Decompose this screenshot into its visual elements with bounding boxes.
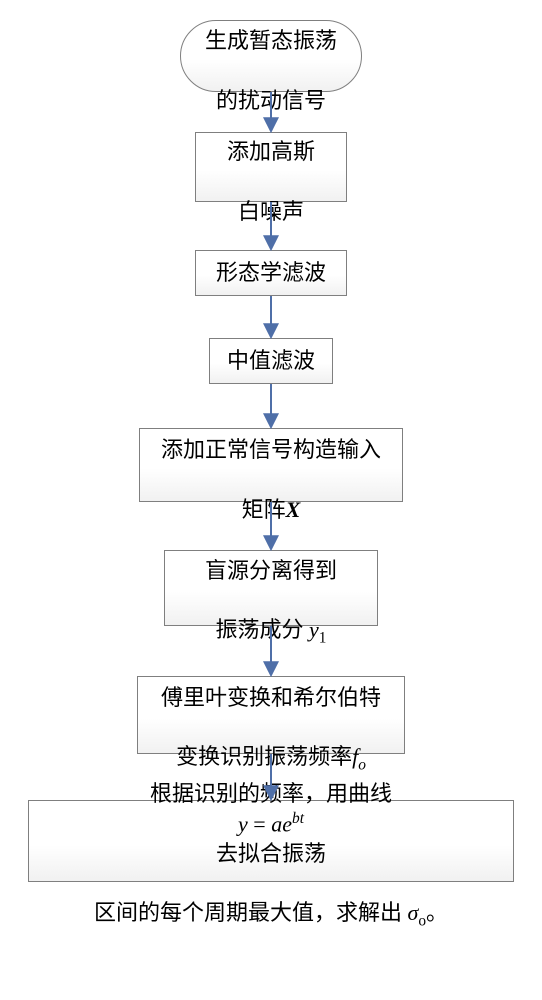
node-fit-seg-a: 根据识别的频率，用曲线 bbox=[150, 781, 392, 806]
node-fit-eq-e: e bbox=[282, 811, 292, 836]
node-fit-eq-a: a bbox=[271, 811, 282, 836]
node-fft-line1: 傅里叶变换和希尔伯特 bbox=[161, 685, 381, 710]
flowchart-stage: 生成暂态振荡 的扰动信号 添加高斯 白噪声 形态学滤波 中值滤波 添加正常信号构… bbox=[0, 0, 542, 1000]
node-bss-sub: 1 bbox=[319, 630, 327, 647]
node-construct-x-symbol: X bbox=[286, 497, 301, 522]
node-fit-seg-b: 去拟合振荡 bbox=[216, 841, 326, 866]
node-fit-eq-eqs: = bbox=[248, 811, 271, 836]
node-add-noise-line2: 白噪声 bbox=[238, 199, 304, 224]
node-start-line1: 生成暂态振荡 bbox=[205, 28, 337, 53]
node-fit-eq-b: b bbox=[292, 810, 300, 827]
node-fit-sigma: 根据识别的频率，用曲线 y = aebt 去拟合振荡 区间的每个周期最大值，求解… bbox=[28, 800, 514, 882]
node-median-filter-label: 中值滤波 bbox=[227, 346, 315, 376]
node-construct-x: 添加正常信号构造输入 矩阵X bbox=[139, 428, 403, 502]
node-median-filter: 中值滤波 bbox=[209, 338, 333, 384]
node-morph-filter-label: 形态学滤波 bbox=[216, 258, 326, 288]
node-fit-eq-t: t bbox=[300, 810, 304, 827]
node-fit-sigma-sub: o bbox=[418, 913, 426, 930]
node-fit-period: 。 bbox=[426, 900, 448, 925]
node-add-noise: 添加高斯 白噪声 bbox=[195, 132, 347, 202]
node-construct-x-line1: 添加正常信号构造输入 bbox=[161, 437, 381, 462]
node-construct-x-prefix: 矩阵 bbox=[242, 497, 286, 522]
node-fit-sigma: σ bbox=[407, 900, 418, 925]
node-fit-eq-y: y bbox=[238, 811, 248, 836]
node-bss-line1: 盲源分离得到 bbox=[205, 558, 337, 583]
node-fft-hilbert: 傅里叶变换和希尔伯特 变换识别振荡频率fo bbox=[137, 676, 405, 754]
node-bss-prefix: 振荡成分 bbox=[216, 617, 310, 642]
node-bss-symbol: y bbox=[309, 617, 319, 642]
node-add-noise-line1: 添加高斯 bbox=[227, 139, 315, 164]
node-fit-seg-c: 区间的每个周期最大值，求解出 bbox=[94, 900, 408, 925]
node-start: 生成暂态振荡 的扰动信号 bbox=[180, 20, 362, 92]
node-morph-filter: 形态学滤波 bbox=[195, 250, 347, 296]
node-bss: 盲源分离得到 振荡成分 y1 bbox=[164, 550, 378, 626]
